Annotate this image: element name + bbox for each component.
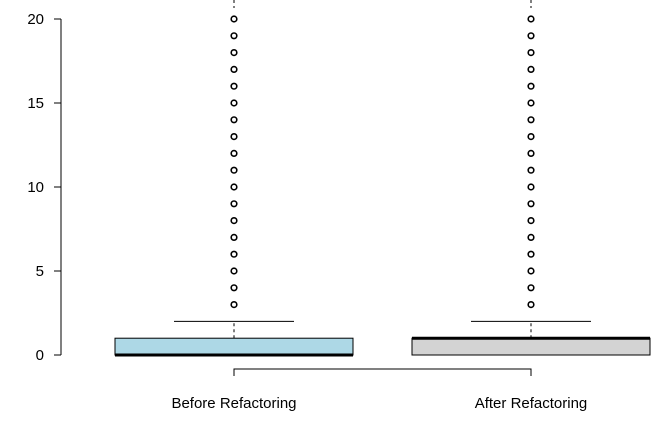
outlier-point (230, 149, 238, 157)
outlier-point (527, 149, 535, 157)
outlier-point (230, 133, 238, 141)
outlier-point (230, 65, 238, 73)
y-tick-label: 0 (36, 347, 44, 364)
outlier-point (527, 166, 535, 174)
outlier-point (527, 200, 535, 208)
category-labels: Before Refactoring After Refactoring (171, 395, 587, 412)
outlier-point (527, 250, 535, 258)
outlier-point (230, 32, 238, 40)
outlier-point (527, 32, 535, 40)
y-axis: 0 5 10 15 20 (27, 11, 62, 364)
box-body (411, 337, 651, 356)
box-group (411, 0, 651, 356)
outlier-point (230, 48, 238, 57)
category-label: After Refactoring (475, 395, 588, 412)
outlier-point (230, 99, 238, 107)
outlier-point (230, 284, 238, 292)
outlier-point (230, 15, 238, 23)
outlier-point (230, 183, 238, 191)
outlier-point (527, 284, 535, 292)
outlier-point (230, 200, 238, 208)
outlier-point (527, 133, 535, 141)
outlier-point (527, 65, 535, 73)
outlier-point (230, 301, 238, 309)
outlier-point (527, 48, 535, 57)
outlier-point (527, 15, 535, 23)
outlier-point (527, 116, 535, 124)
y-tick-label: 5 (36, 263, 44, 280)
x-axis-bracket (233, 368, 532, 376)
outlier-point (230, 233, 238, 241)
box-body (114, 337, 354, 356)
y-tick-label: 20 (27, 11, 44, 28)
outlier-point (527, 233, 535, 241)
y-tick-label: 10 (27, 179, 44, 196)
outlier-point (230, 82, 238, 90)
outlier-point (230, 116, 238, 124)
outlier-point (527, 301, 535, 309)
x-axis-bracket-line (233, 368, 532, 376)
outlier-point (527, 267, 535, 275)
outlier-point (527, 183, 535, 191)
outlier-point (230, 267, 238, 275)
outlier-point (230, 166, 238, 174)
y-tick-label: 15 (27, 95, 44, 112)
outlier-point (527, 217, 535, 225)
category-label: Before Refactoring (171, 395, 296, 412)
outlier-point (230, 250, 238, 258)
boxes (114, 0, 651, 357)
outlier-point (527, 82, 535, 90)
box-group (114, 0, 354, 357)
outlier-point (527, 99, 535, 107)
outlier-point (230, 217, 238, 225)
